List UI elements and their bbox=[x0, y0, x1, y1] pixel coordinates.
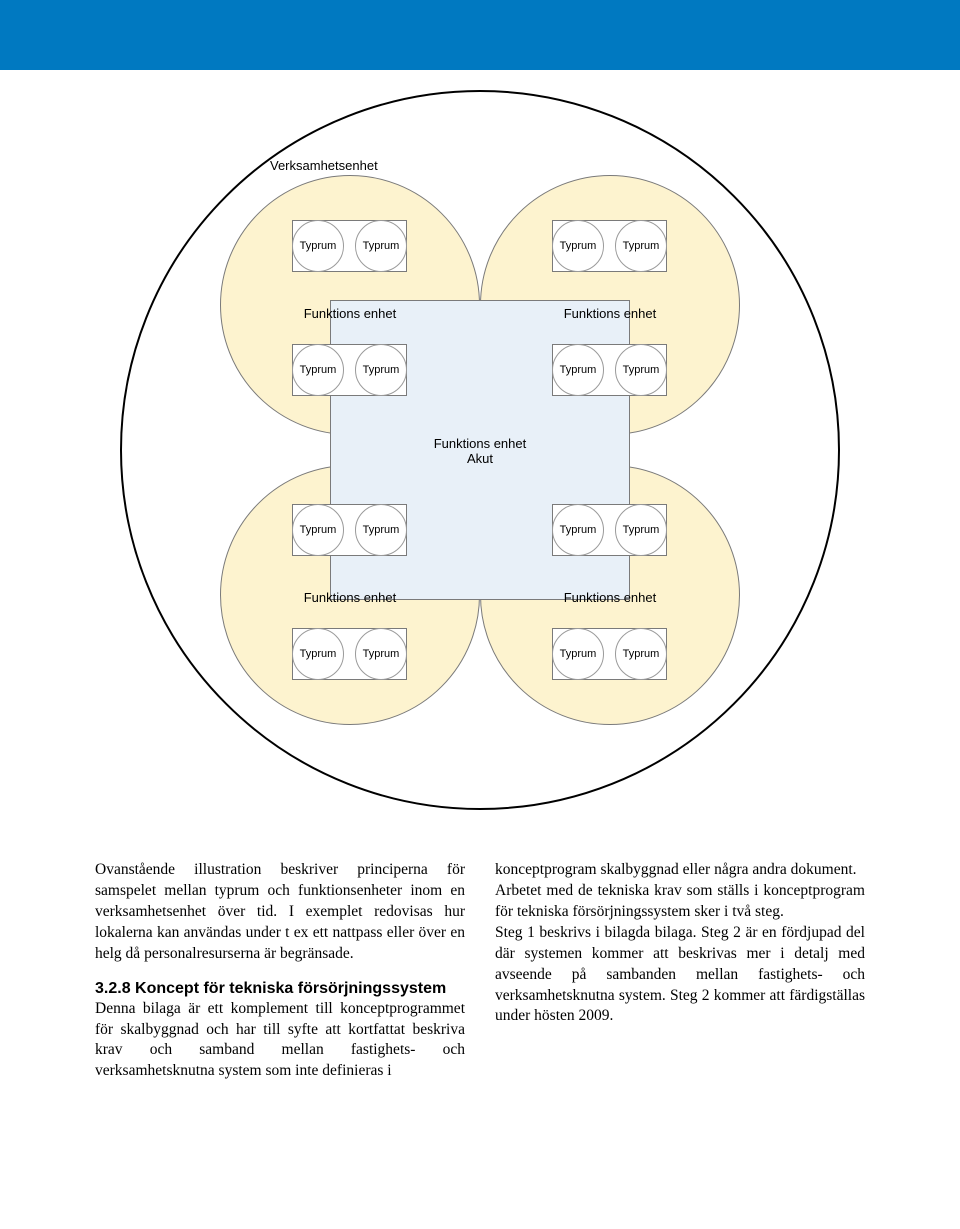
typrum-label: Typrum bbox=[355, 648, 407, 660]
typrum-pair: Typrum Typrum bbox=[552, 344, 667, 396]
typrum-label: Typrum bbox=[292, 524, 344, 536]
header-bar bbox=[0, 0, 960, 70]
typrum-label: Typrum bbox=[615, 240, 667, 252]
typrum-label: Typrum bbox=[292, 240, 344, 252]
typrum-pair: Typrum Typrum bbox=[292, 628, 407, 680]
center-label-line1: Funktions enhet bbox=[434, 436, 527, 451]
paragraph: Steg 1 beskrivs i bilagda bilaga. Steg 2… bbox=[495, 923, 865, 1028]
center-label-line2: Akut bbox=[467, 451, 493, 466]
typrum-label: Typrum bbox=[552, 364, 604, 376]
paragraph: Denna bilaga är ett komplement till konc… bbox=[95, 999, 465, 1083]
paragraph: Arbetet med de tekniska krav som ställs … bbox=[495, 881, 865, 923]
typrum-label: Typrum bbox=[615, 524, 667, 536]
typrum-pair: Typrum Typrum bbox=[552, 628, 667, 680]
typrum-label: Typrum bbox=[615, 648, 667, 660]
typrum-pair: Typrum Typrum bbox=[552, 504, 667, 556]
verksamhetsenhet-diagram: Typrum Typrum Typrum Typrum Typrum Typru… bbox=[120, 90, 840, 810]
typrum-label: Typrum bbox=[552, 648, 604, 660]
diagram-container: Typrum Typrum Typrum Typrum Typrum Typru… bbox=[0, 70, 960, 810]
section-heading: 3.2.8 Koncept för tekniska försörjningss… bbox=[95, 979, 465, 999]
paragraph: Ovanstående illustration beskriver princ… bbox=[95, 860, 465, 965]
typrum-label: Typrum bbox=[552, 524, 604, 536]
typrum-pair: Typrum Typrum bbox=[292, 504, 407, 556]
paragraph: konceptprogram skalbyggnad eller några a… bbox=[495, 860, 865, 881]
typrum-label: Typrum bbox=[292, 364, 344, 376]
func-label: Funktions enhet bbox=[300, 590, 400, 605]
typrum-pair: Typrum Typrum bbox=[292, 220, 407, 272]
typrum-label: Typrum bbox=[292, 648, 344, 660]
typrum-label: Typrum bbox=[355, 364, 407, 376]
typrum-label: Typrum bbox=[615, 364, 667, 376]
diagram-title: Verksamhetsenhet bbox=[270, 158, 430, 173]
func-label: Funktions enhet bbox=[300, 306, 400, 321]
typrum-pair: Typrum Typrum bbox=[552, 220, 667, 272]
func-label: Funktions enhet bbox=[560, 590, 660, 605]
typrum-label: Typrum bbox=[355, 524, 407, 536]
body-text-columns: Ovanstående illustration beskriver princ… bbox=[0, 810, 960, 1142]
center-label: Funktions enhet Akut bbox=[420, 436, 540, 466]
column-right: konceptprogram skalbyggnad eller några a… bbox=[495, 860, 865, 1082]
typrum-pair: Typrum Typrum bbox=[292, 344, 407, 396]
func-label: Funktions enhet bbox=[560, 306, 660, 321]
column-left: Ovanstående illustration beskriver princ… bbox=[95, 860, 465, 1082]
typrum-label: Typrum bbox=[355, 240, 407, 252]
typrum-label: Typrum bbox=[552, 240, 604, 252]
